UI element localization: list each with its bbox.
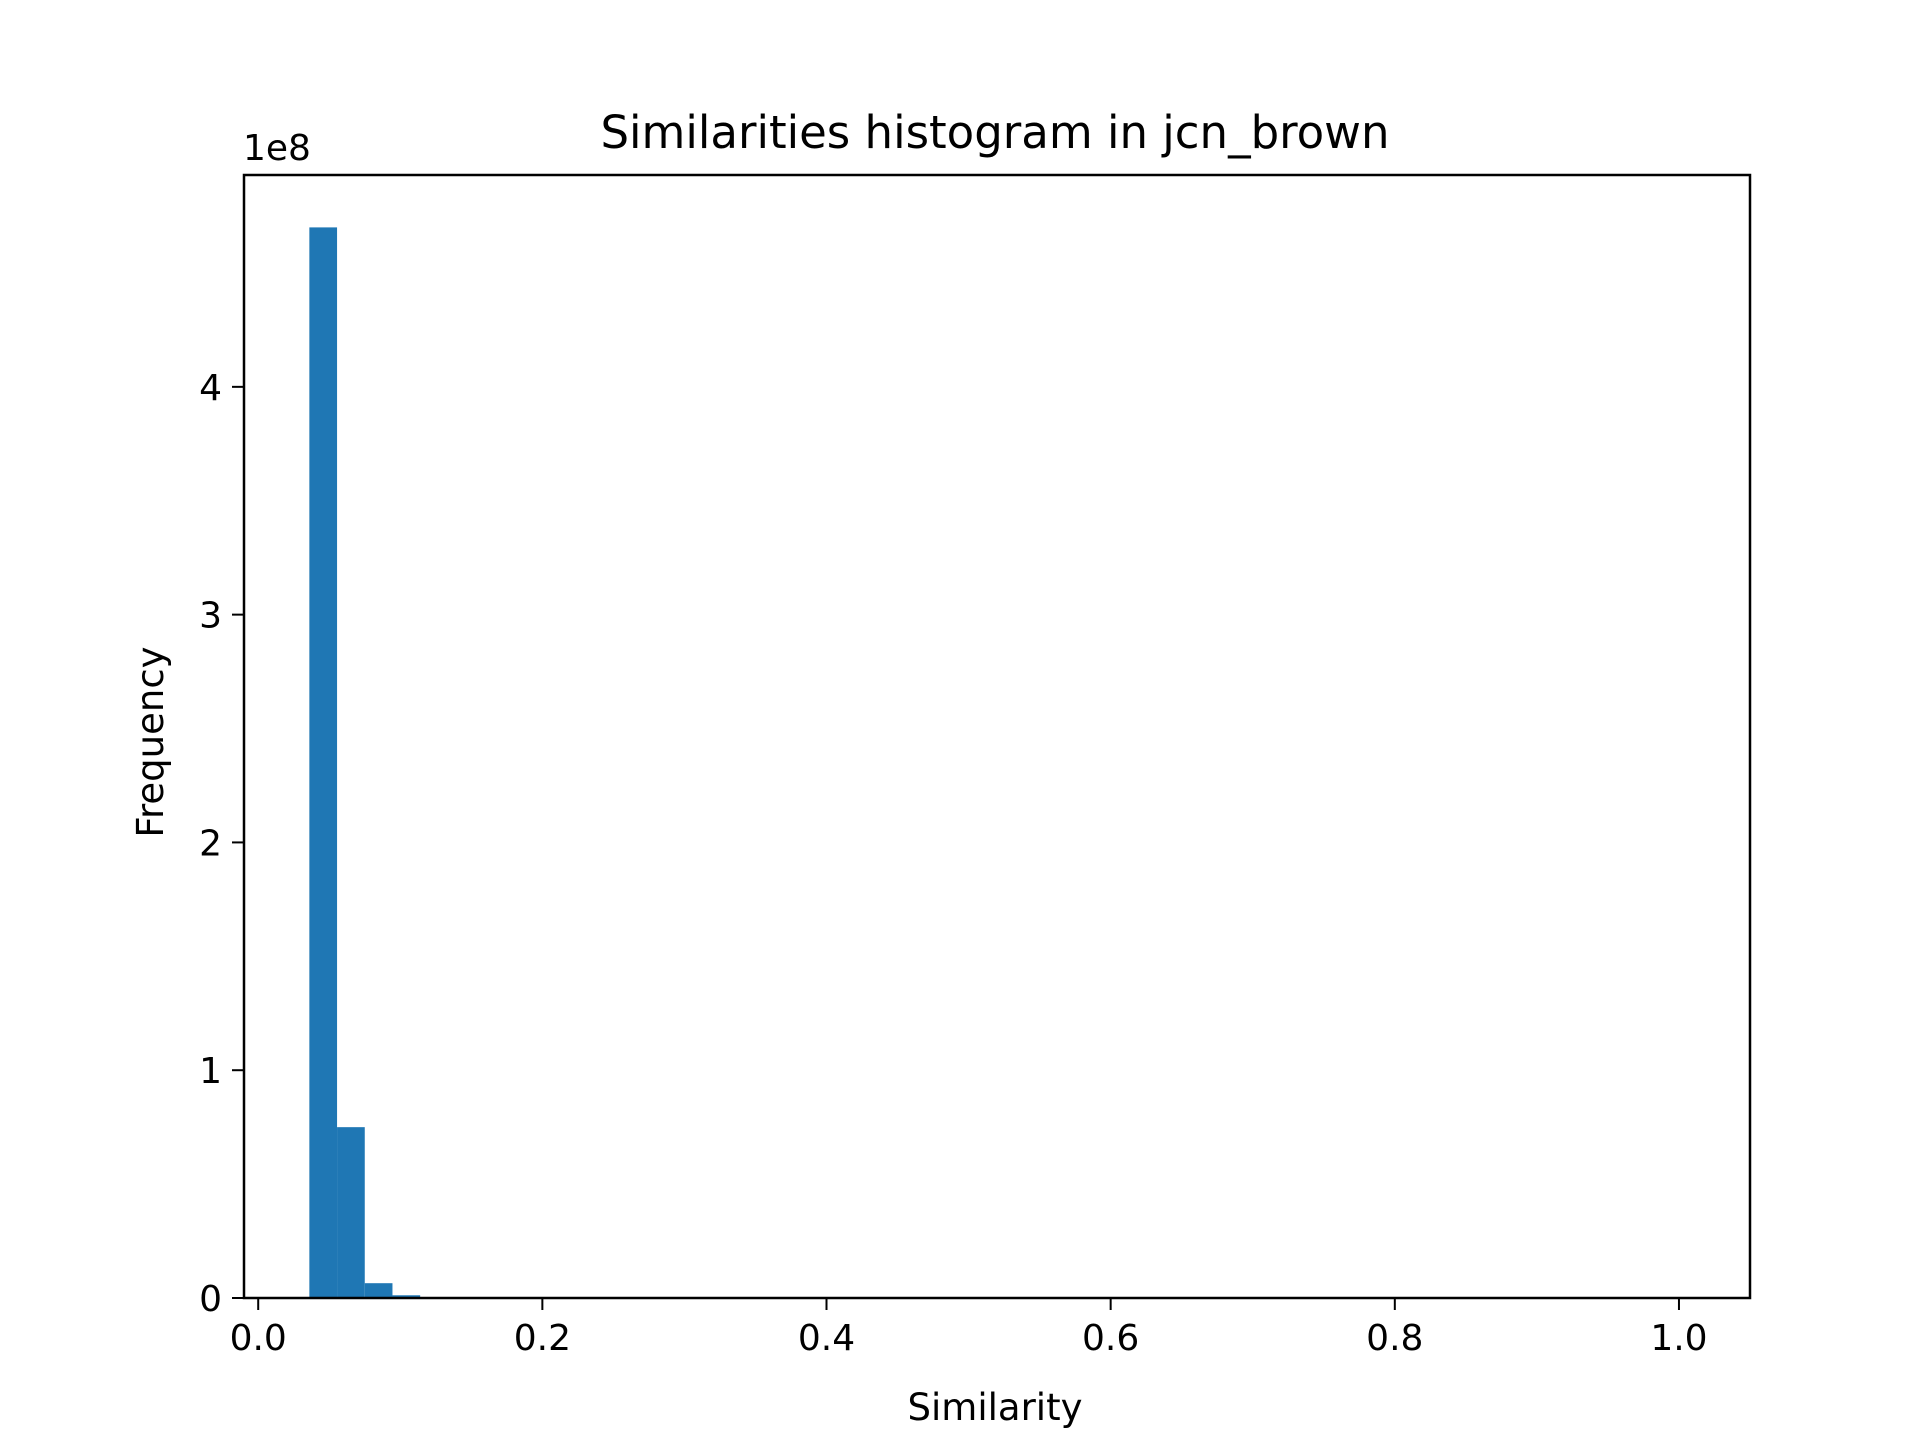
plot-area-frame [242,173,1752,1300]
histogram-bars [309,227,476,1298]
histogram-bar [309,227,338,1298]
y-tick-label: 3 [199,596,222,637]
histogram-bar [392,1295,421,1298]
x-tick-label: 1.0 [1650,1318,1707,1359]
chart-title: Similarities histogram in jcn_brown [600,106,1389,159]
x-tick-label: 0.6 [1082,1318,1139,1359]
x-axis-ticks: 0.0 0.2 0.4 0.6 0.8 1.0 [230,1298,1708,1359]
x-tick-label: 0.4 [798,1318,855,1359]
x-tick-label: 0.0 [230,1318,287,1359]
y-axis-ticks: 0 1 2 3 4 [199,368,244,1320]
x-tick-label: 0.2 [514,1318,571,1359]
x-tick-label: 0.8 [1366,1318,1423,1359]
y-axis-offset-text: 1e8 [243,128,311,169]
x-axis-label: Similarity [908,1386,1083,1429]
histogram-bar [364,1283,393,1298]
y-tick-label: 2 [199,823,222,864]
y-tick-label: 4 [199,368,222,409]
histogram-bar [337,1127,365,1298]
y-axis-label: Frequency [129,646,172,837]
y-tick-label: 1 [199,1051,222,1092]
y-tick-label: 0 [199,1279,222,1320]
